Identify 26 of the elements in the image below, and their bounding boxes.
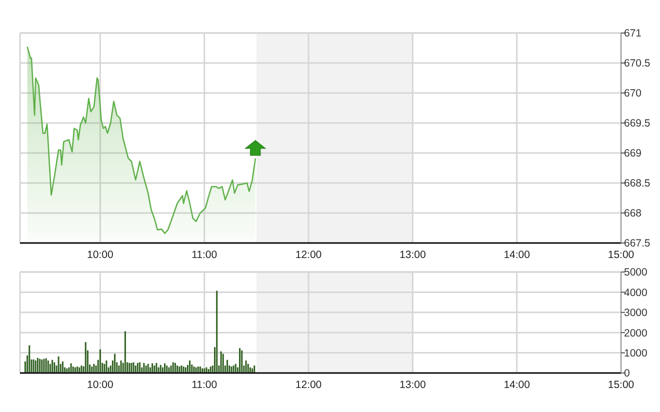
x-tick-label: 14:00 xyxy=(504,379,530,391)
y-tick-label: 668 xyxy=(624,208,642,220)
y-tick-label: 671 xyxy=(624,28,642,40)
y-tick-label: 670 xyxy=(624,88,642,100)
y-tick-label: 669 xyxy=(624,148,642,160)
x-tick-label: 10:00 xyxy=(87,379,114,391)
y-tick-label: 2000 xyxy=(624,327,648,340)
x-tick-label: 14:00 xyxy=(504,249,530,261)
x-tick-label: 13:00 xyxy=(400,379,426,391)
y-tick-label: 669.5 xyxy=(624,118,650,130)
x-tick-label: 12:00 xyxy=(295,379,322,391)
y-tick-label: 670.5 xyxy=(624,58,650,70)
x-tick-label: 13:00 xyxy=(400,249,426,261)
x-tick-label: 11:00 xyxy=(192,379,218,391)
x-tick-label: 12:00 xyxy=(295,249,322,261)
y-tick-label: 1000 xyxy=(624,347,648,360)
y-tick-label: 667.5 xyxy=(624,238,650,250)
x-tick-label: 15:00 xyxy=(608,249,634,261)
y-tick-label: 668.5 xyxy=(624,178,650,190)
y-tick-label: 0 xyxy=(624,368,630,380)
y-tick-label: 3000 xyxy=(624,307,648,320)
y-tick-label: 4000 xyxy=(624,286,648,299)
y-tick-label: 5000 xyxy=(624,266,648,279)
x-tick-label: 10:00 xyxy=(87,249,114,261)
x-tick-label: 15:00 xyxy=(608,379,634,391)
x-tick-label: 11:00 xyxy=(192,249,218,261)
